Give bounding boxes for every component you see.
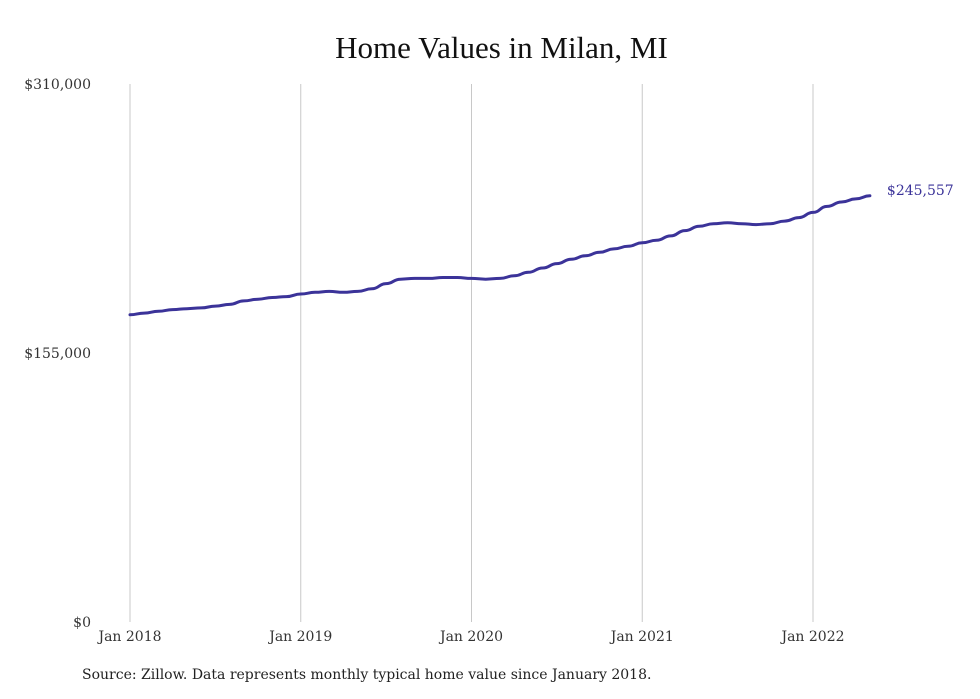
end-value-label: $245,557	[887, 183, 954, 199]
x-tick-label: Jan 2018	[96, 629, 161, 645]
series-layer: $245,557	[128, 183, 954, 317]
y-tick-label: $0	[73, 615, 91, 631]
gridlines	[129, 84, 814, 622]
x-tick-label: Jan 2019	[267, 629, 332, 645]
x-axis-ticks: Jan 2018 Jan 2019 Jan 2020 Jan 2021 Jan 2022	[96, 629, 844, 645]
y-tick-label: $310,000	[24, 77, 91, 93]
chart-title: Home Values in Milan, MI	[335, 30, 668, 65]
x-tick-label: Jan 2021	[609, 629, 674, 645]
series-line	[128, 194, 872, 317]
x-tick-label: Jan 2020	[438, 629, 503, 645]
x-tick-label: Jan 2022	[779, 629, 844, 645]
source-note: Source: Zillow. Data represents monthly …	[82, 667, 652, 683]
y-tick-label: $155,000	[24, 346, 91, 362]
y-axis-ticks: $310,000 $155,000 $0	[24, 77, 91, 631]
